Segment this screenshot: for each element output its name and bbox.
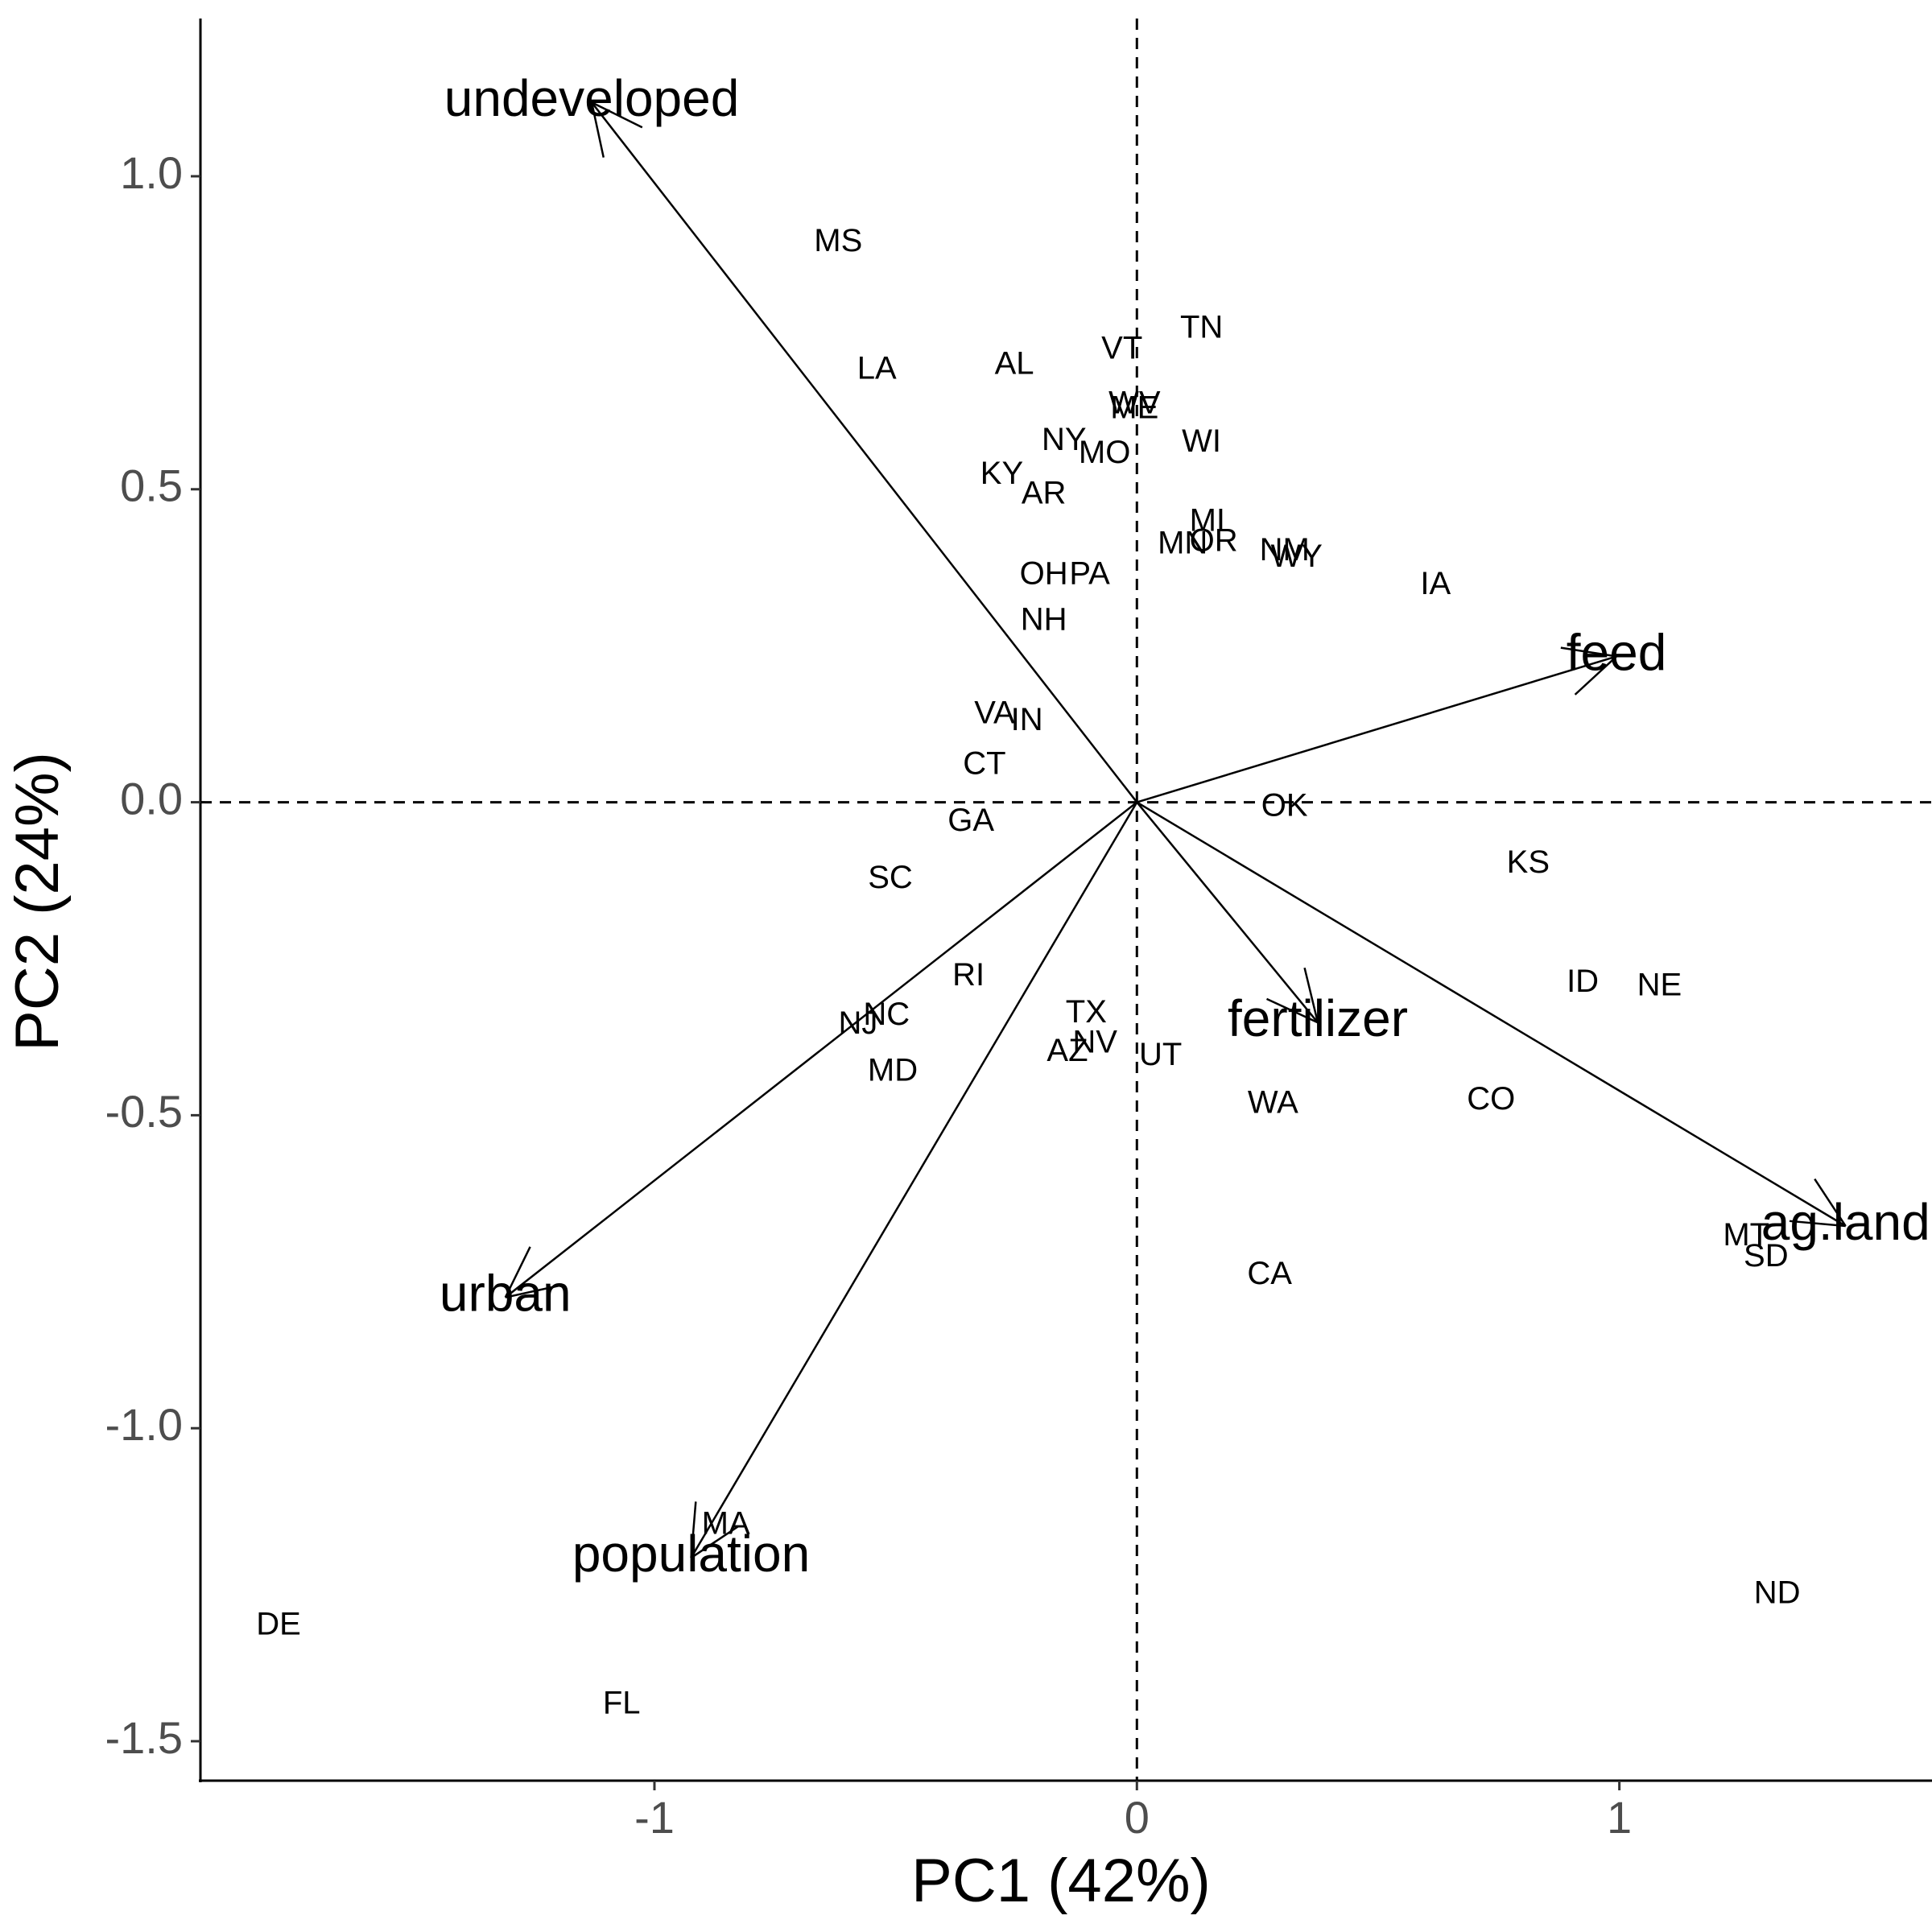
observation-label: MO: [1079, 435, 1130, 470]
observation-label: WA: [1248, 1085, 1298, 1121]
observation-label: TN: [1180, 309, 1223, 345]
x-axis-title: PC1 (42%): [911, 1847, 1211, 1915]
arrow-head: [590, 101, 605, 158]
observation-label: WV: [1108, 385, 1161, 420]
observation-label: OH: [1020, 556, 1068, 592]
arrow-shaft: [1136, 655, 1617, 803]
arrow-shaft: [591, 101, 1138, 803]
loading-arrow: [690, 801, 1138, 1559]
observation-label: NC: [863, 997, 910, 1032]
observation-label: MN: [1158, 526, 1208, 561]
observation-label: FL: [603, 1685, 641, 1720]
arrow-shaft: [505, 801, 1138, 1298]
observation-label: IN: [1011, 702, 1043, 737]
arrow-head: [1265, 997, 1319, 1024]
loading-arrow: [1136, 801, 1847, 1228]
arrow-shaft: [1136, 801, 1847, 1228]
y-tick-label: -1.0: [105, 1399, 184, 1450]
observation-label: AZ: [1046, 1033, 1088, 1068]
observation-label: CT: [963, 745, 1005, 781]
observation-label: CA: [1247, 1256, 1292, 1291]
observation-label: AL: [995, 345, 1034, 381]
x-tick-label: -1: [634, 1792, 675, 1843]
observation-label: WI: [1182, 423, 1221, 459]
observation-label: GA: [947, 803, 994, 838]
arrow-head: [690, 1525, 739, 1559]
arrow-shaft: [690, 801, 1138, 1558]
observation-label: TX: [1066, 994, 1107, 1030]
y-tick-label: -0.5: [105, 1086, 184, 1137]
observation-label: NM: [1260, 532, 1310, 568]
variable-label: population: [572, 1525, 810, 1583]
variable-label: urban: [440, 1265, 572, 1323]
arrow-shaft: [1136, 801, 1319, 1024]
observation-label: DE: [256, 1606, 301, 1641]
observation-label: RI: [952, 957, 985, 993]
observation-label: UT: [1139, 1037, 1182, 1072]
loading-arrow: [504, 801, 1138, 1298]
variable-label: fertilizer: [1228, 989, 1408, 1047]
observation-label: NH: [1021, 601, 1067, 637]
y-tick-label: -1.5: [105, 1712, 184, 1763]
arrow-head: [504, 1246, 531, 1298]
y-tick-label: 0.0: [120, 773, 183, 824]
observation-label: MD: [868, 1052, 918, 1088]
observation-label: NE: [1637, 968, 1682, 1003]
observation-label: OR: [1190, 522, 1238, 558]
arrow-head: [1789, 1220, 1846, 1228]
arrow-head: [690, 1501, 697, 1558]
variable-label: ag.land: [1761, 1193, 1930, 1251]
variable-label: feed: [1567, 623, 1667, 681]
y-tick-label: 0.5: [120, 460, 183, 511]
arrow-head: [1560, 646, 1617, 658]
arrow-head: [1814, 1178, 1847, 1227]
arrow-head: [505, 1284, 561, 1298]
observation-label: SD: [1744, 1238, 1789, 1274]
observation-label: ND: [1754, 1575, 1801, 1611]
observation-label: AR: [1022, 475, 1067, 510]
variable-label: undeveloped: [444, 69, 740, 127]
observation-label: IA: [1420, 566, 1451, 601]
y-tick-label: 1.0: [120, 147, 183, 198]
observation-label: NV: [1072, 1024, 1117, 1059]
arrow-head: [1303, 967, 1319, 1023]
observation-label: PA: [1069, 556, 1110, 592]
loading-arrow: [1136, 801, 1319, 1024]
observation-label: VT: [1101, 331, 1142, 366]
observation-label: KY: [980, 456, 1023, 491]
arrow-head: [1574, 655, 1617, 696]
observation-label: VA: [974, 695, 1015, 730]
observation-label: ID: [1567, 964, 1599, 999]
observation-label: WY: [1270, 539, 1322, 574]
observation-label: OK: [1261, 787, 1308, 823]
observation-label: MT: [1723, 1217, 1769, 1253]
observation-label: ME: [1110, 390, 1158, 426]
arrow-head: [591, 101, 643, 129]
y-axis-title: PC2 (24%): [3, 752, 72, 1051]
observation-label: LA: [857, 351, 897, 386]
loading-arrow: [590, 101, 1138, 803]
observation-label: CO: [1467, 1081, 1515, 1117]
observation-label: SC: [868, 860, 913, 895]
x-tick-label: 1: [1607, 1792, 1632, 1843]
observation-label: NY: [1042, 422, 1087, 457]
loading-arrow: [1136, 646, 1617, 803]
x-tick-label: 0: [1125, 1792, 1150, 1843]
observation-label: MI: [1190, 503, 1225, 539]
observation-label: MS: [814, 223, 862, 258]
observation-label: KS: [1507, 844, 1550, 880]
